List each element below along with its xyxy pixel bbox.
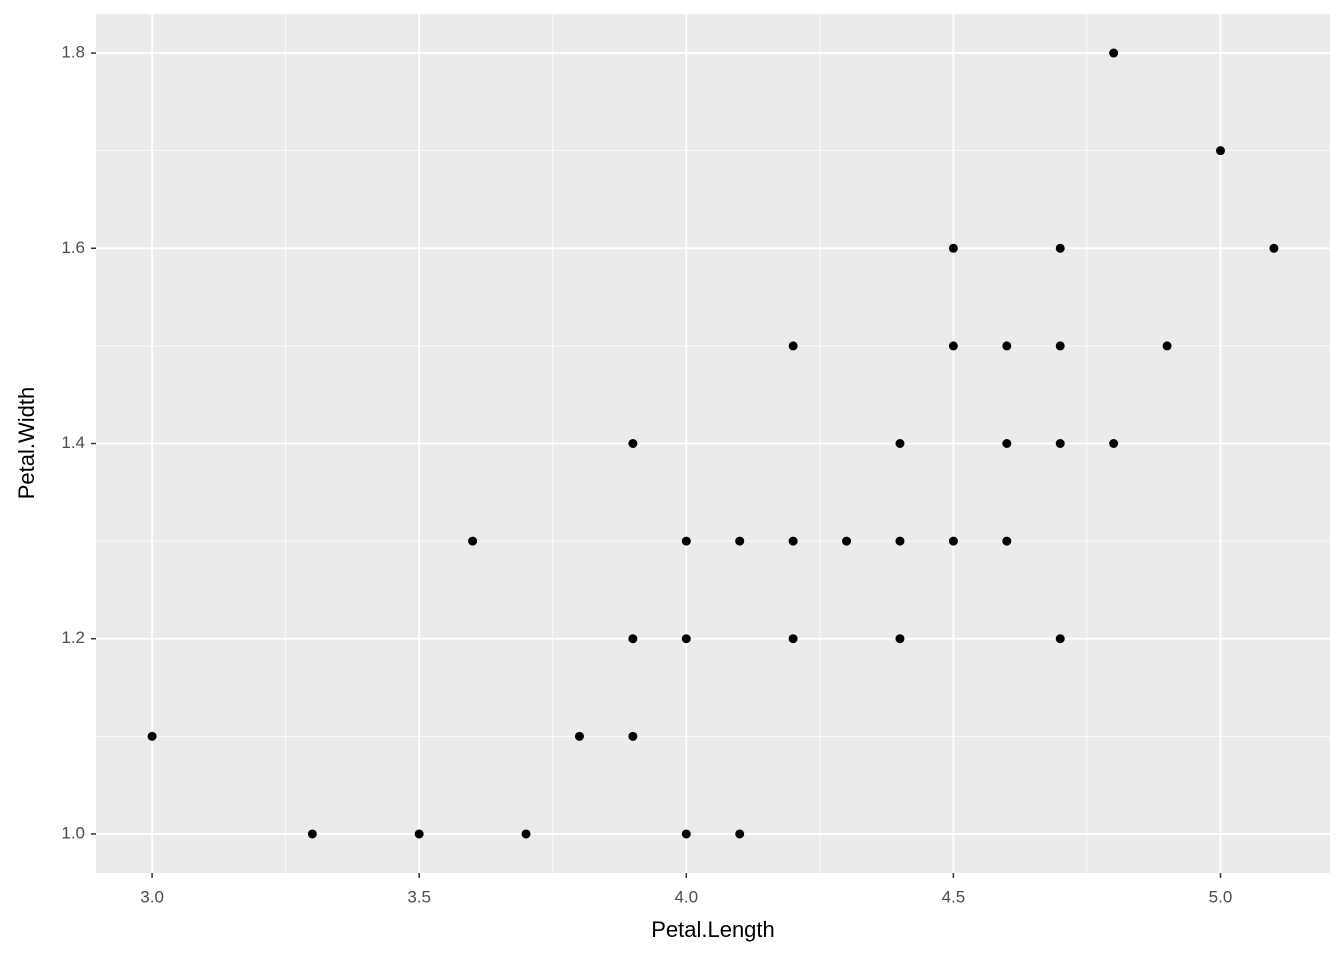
point <box>1055 634 1065 644</box>
point <box>948 243 958 253</box>
point <box>1109 48 1119 58</box>
point <box>147 731 157 741</box>
point <box>948 536 958 546</box>
point <box>1055 341 1065 351</box>
point <box>468 536 478 546</box>
y-tick-label: 1.0 <box>61 823 85 842</box>
x-tick-label: 3.0 <box>140 887 164 906</box>
point <box>735 829 745 839</box>
point <box>895 536 905 546</box>
point <box>307 829 317 839</box>
point <box>1109 439 1119 448</box>
point <box>1002 341 1012 351</box>
point <box>1055 243 1065 253</box>
point <box>414 829 424 839</box>
y-axis-title: Petal.Width <box>14 387 39 500</box>
y-tick-label: 1.2 <box>61 628 85 647</box>
point <box>788 341 798 351</box>
point <box>681 829 691 839</box>
x-tick-label: 5.0 <box>1209 887 1233 906</box>
x-tick-label: 4.5 <box>942 887 966 906</box>
point <box>895 439 905 448</box>
point <box>1269 243 1279 253</box>
point <box>1162 341 1172 351</box>
point <box>788 536 798 546</box>
point <box>574 731 584 741</box>
point <box>521 829 531 839</box>
point <box>788 634 798 644</box>
y-tick-label: 1.4 <box>61 433 85 452</box>
point <box>1215 146 1225 156</box>
point <box>1055 439 1065 448</box>
point <box>681 536 691 546</box>
point <box>628 731 638 741</box>
point <box>842 536 852 546</box>
point <box>1002 536 1012 546</box>
point <box>1002 439 1012 448</box>
x-tick-label: 3.5 <box>407 887 431 906</box>
y-tick-label: 1.6 <box>61 238 85 257</box>
point <box>735 536 745 546</box>
point <box>628 439 638 448</box>
point <box>895 634 905 644</box>
point <box>681 634 691 644</box>
x-tick-label: 4.0 <box>674 887 698 906</box>
y-tick-label: 1.8 <box>61 43 85 62</box>
x-axis-title: Petal.Length <box>651 917 775 942</box>
point <box>628 634 638 644</box>
point <box>948 341 958 351</box>
